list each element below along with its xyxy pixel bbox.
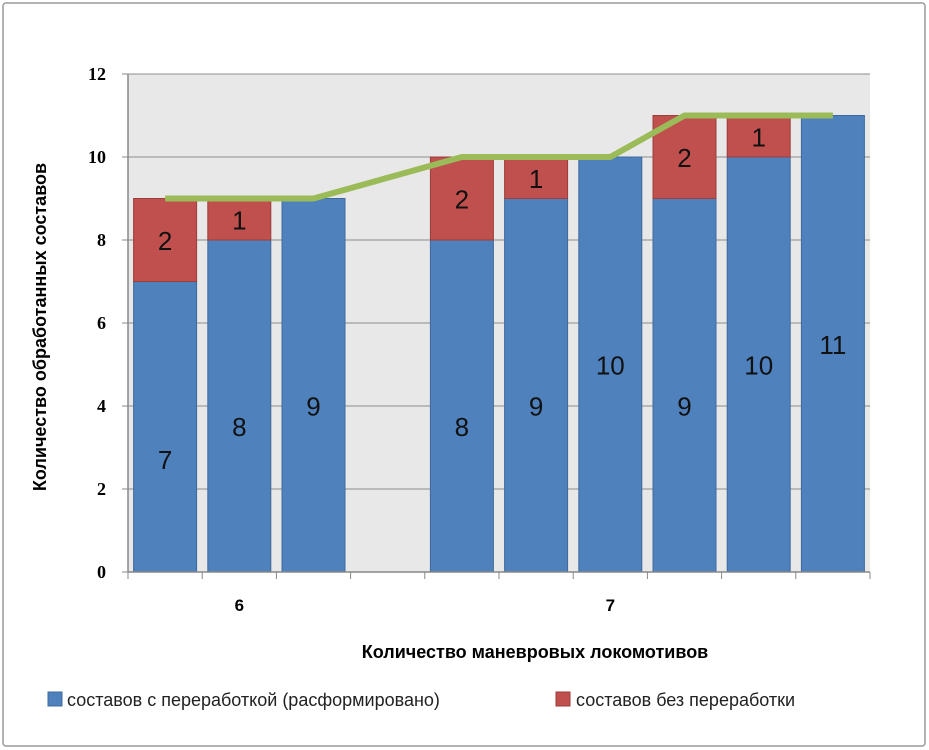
total-line — [165, 112, 833, 202]
legend-label-processed: составов с переработкой (расформировано) — [67, 690, 440, 710]
data-label: 9 — [529, 391, 543, 421]
bar-unprocessed — [207, 198, 272, 241]
data-label: 9 — [677, 391, 691, 421]
data-label: 8 — [232, 412, 246, 442]
data-label: 2 — [158, 226, 172, 256]
x-group-label: 6 — [235, 596, 244, 615]
y-tick-label: 8 — [97, 230, 106, 250]
bar-processed — [207, 239, 272, 573]
data-label: 10 — [744, 351, 773, 381]
legend-swatch-processed — [47, 691, 63, 707]
y-tick-label: 10 — [88, 147, 106, 167]
legend-label-unprocessed: составов без переработки — [576, 690, 795, 710]
data-label: 7 — [158, 445, 172, 475]
bar-processed — [652, 198, 717, 573]
bar-processed — [726, 156, 791, 573]
bar-unprocessed — [726, 115, 791, 158]
y-tick-label: 4 — [97, 396, 106, 416]
legend-swatch-unprocessed — [555, 691, 571, 707]
data-label: 1 — [232, 205, 246, 235]
bar-unprocessed — [429, 156, 494, 241]
data-label: 8 — [455, 412, 469, 442]
data-label: 1 — [529, 164, 543, 194]
y-tick-label: 0 — [97, 562, 106, 582]
y-tick-label: 6 — [97, 313, 106, 333]
data-label: 2 — [455, 185, 469, 215]
data-label: 11 — [819, 330, 846, 360]
x-axis-title: Количество маневровых локомотивов — [362, 642, 709, 662]
bar-processed — [578, 156, 643, 573]
bar-processed — [800, 115, 865, 573]
data-label: 2 — [677, 143, 691, 173]
y-axis-title: Количество обработанных составов — [30, 163, 50, 491]
data-label: 10 — [596, 351, 625, 381]
bar-processed — [504, 198, 569, 573]
y-tick-label: 2 — [97, 479, 106, 499]
bar-processed — [133, 281, 198, 573]
bar-unprocessed — [504, 156, 569, 199]
x-group-label: 7 — [606, 596, 615, 615]
bar-processed — [429, 239, 494, 573]
bar-processed — [281, 198, 346, 573]
data-label: 1 — [751, 122, 765, 152]
data-label: 9 — [306, 391, 320, 421]
y-tick-label: 12 — [88, 64, 106, 84]
